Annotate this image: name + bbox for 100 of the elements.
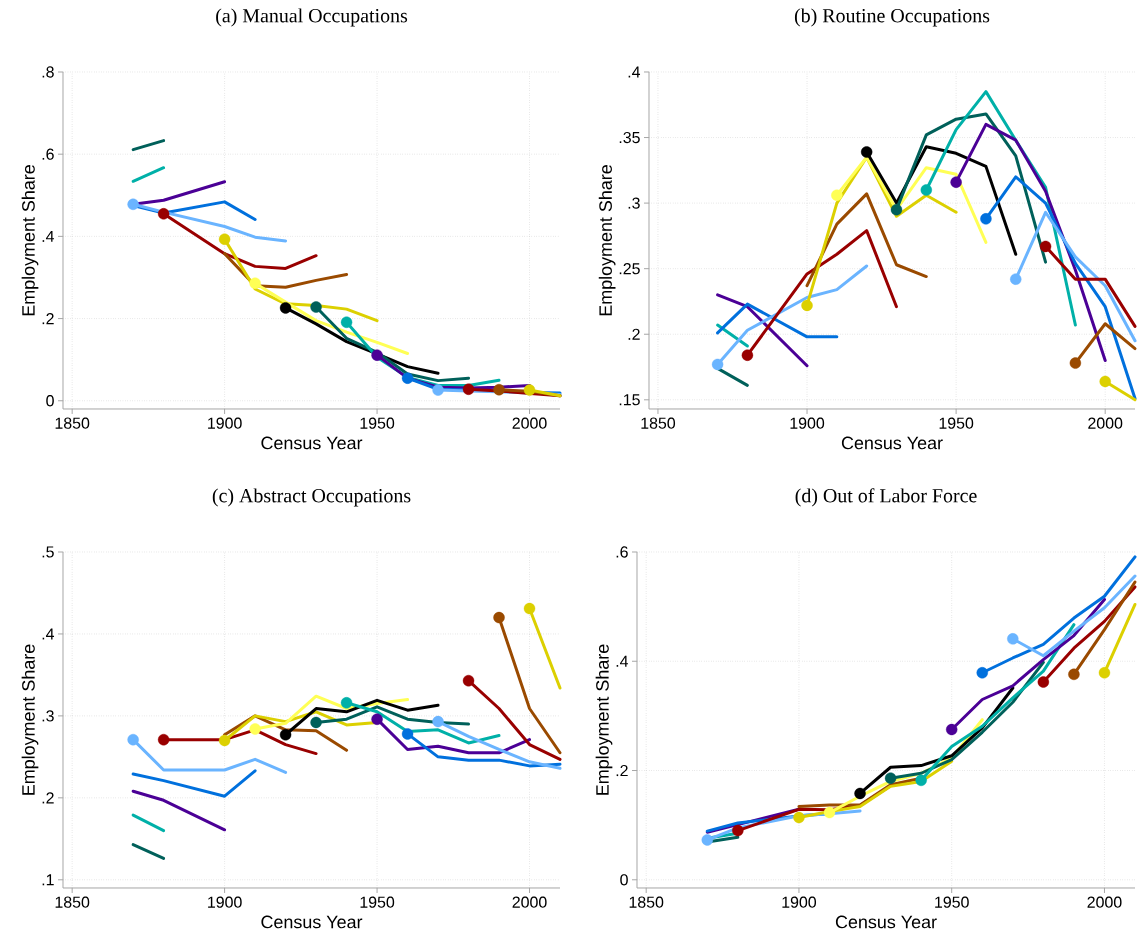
x-tick-label: 1900 [782,896,817,908]
point [1098,667,1111,679]
y-tick-label: .2 [42,792,54,804]
point [127,198,139,211]
point [249,277,261,289]
point [523,384,536,396]
y-tick-label: .6 [616,546,628,558]
point [462,383,475,395]
y-axis-title: Employment Share [21,644,39,795]
point [523,602,536,615]
point [279,729,292,741]
point [340,697,353,709]
y-tick-label: .4 [628,66,641,78]
x-axis-title: Census Year [835,915,937,929]
chart-title: (a) Manual Occupations [216,8,408,27]
x-tick-label: 1950 [360,417,395,429]
x-tick-label: 1950 [360,896,395,908]
point [1069,357,1082,369]
point [823,806,836,819]
y-tick-label: .4 [42,230,55,242]
y-tick-label: .3 [42,710,54,722]
point [890,203,903,216]
y-tick-label: .4 [616,655,629,667]
y-axis-title: Employment Share [598,165,616,316]
point [310,716,322,729]
point [401,728,414,740]
point [946,723,958,736]
y-tick-label: 0 [620,874,628,886]
x-tick-label: 1950 [935,896,969,908]
x-tick-label: 2000 [512,896,547,908]
line-series [223,252,349,289]
point [711,358,724,371]
x-tick-label: 1850 [55,896,90,908]
point [401,372,414,384]
line-series [131,769,257,798]
y-tick-label: .15 [619,394,640,406]
point [1037,676,1050,688]
y-axis-title: Employment Share [21,165,39,316]
chart-title: (b) Routine Occupations [794,8,990,27]
point [1099,375,1111,388]
chart-title: (d) Out of Labor Force [795,488,977,507]
y-tick-label: .2 [628,328,640,340]
y-tick-label: .8 [42,66,54,78]
x-axis-title: Census Year [261,436,363,450]
point [493,383,505,396]
x-tick-label: 2000 [512,417,547,429]
point [462,674,475,687]
y-tick-label: .2 [42,313,54,325]
line-series [805,192,928,288]
point [249,723,261,735]
x-tick-label: 1950 [939,417,974,429]
point [493,611,505,624]
point [157,733,170,746]
point [854,787,866,800]
point [371,713,383,725]
point [432,715,444,728]
y-tick-label: .5 [42,546,54,558]
point [310,301,322,313]
point [1010,273,1022,285]
y-axis-title: Employment Share [595,644,613,795]
point [831,189,843,201]
point [793,811,805,824]
point [218,233,231,245]
x-tick-label: 1850 [629,896,664,908]
point [701,834,713,846]
x-tick-label: 2000 [1088,417,1123,429]
chart-title: (c) Abstract Occupations [212,488,411,507]
point [860,146,873,158]
x-axis-title: Census Year [841,436,943,450]
point [950,176,962,188]
y-tick-label: .25 [619,263,640,275]
x-tick-label: 1900 [208,896,242,908]
y-tick-label: .4 [42,628,55,640]
point [801,299,813,312]
point [340,316,353,328]
point [1007,633,1019,645]
point [127,733,139,746]
point [920,184,932,196]
point [732,824,744,837]
y-tick-label: .3 [628,197,640,209]
y-tick-label: .6 [42,148,54,160]
point [1068,668,1080,681]
x-tick-label: 1900 [790,417,825,429]
point [741,349,754,361]
point [884,772,897,784]
point [157,208,170,220]
point [371,349,383,361]
x-tick-label: 2000 [1087,896,1122,908]
x-axis-title: Census Year [261,915,363,929]
point [976,667,988,679]
point [432,384,444,396]
x-tick-label: 1850 [641,417,676,429]
y-tick-label: .2 [616,764,628,777]
point [218,734,231,747]
point [980,213,992,225]
y-tick-label: .1 [42,874,54,886]
x-tick-label: 1900 [208,417,242,429]
y-tick-label: .35 [619,131,640,144]
point [1039,240,1052,253]
point [915,774,927,787]
